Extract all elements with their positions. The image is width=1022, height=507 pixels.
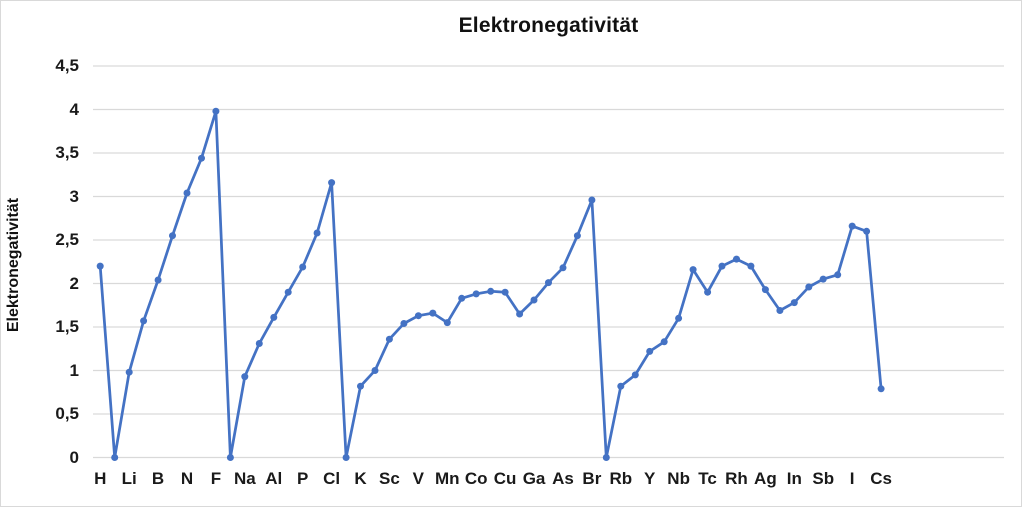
y-tick-label: 0,5	[55, 404, 79, 423]
data-point-Nb	[675, 314, 683, 322]
data-point-Xe	[863, 227, 871, 235]
data-point-Cd	[776, 307, 784, 314]
data-point-Co	[472, 290, 480, 298]
data-point-Cl	[328, 179, 336, 187]
x-tick-label: Tc	[698, 469, 717, 488]
data-point-Pd	[747, 262, 755, 270]
data-point-K	[357, 382, 364, 390]
data-point-Ga	[530, 296, 538, 304]
x-tick-label: V	[412, 469, 425, 488]
data-point-Na	[241, 373, 249, 381]
data-point-Zr	[660, 338, 668, 346]
data-point-Mn	[443, 319, 451, 327]
x-tick-label: H	[94, 469, 107, 488]
x-tick-label: B	[151, 469, 165, 488]
x-tick-label: Cl	[323, 469, 341, 488]
x-tick-label: F	[210, 469, 222, 488]
y-tick-label: 2	[69, 273, 79, 293]
chart-title: Elektronegativität	[458, 14, 639, 37]
data-point-Zn	[516, 310, 524, 318]
data-point-Cs	[877, 385, 885, 393]
data-point-As	[559, 264, 567, 272]
x-tick-label: Sc	[379, 469, 400, 488]
data-point-Tc	[704, 288, 712, 296]
data-point-Te	[834, 271, 842, 279]
x-tick-label: Ga	[522, 469, 546, 488]
data-point-Rb	[617, 382, 625, 390]
data-point-Ag	[761, 286, 769, 294]
x-tick-label: K	[354, 469, 367, 488]
data-point-Se	[573, 232, 581, 240]
data-point-Sr	[631, 371, 639, 379]
x-tick-label: Cs	[870, 469, 892, 488]
y-tick-label: 3,5	[55, 143, 79, 162]
y-tick-label: 4	[69, 99, 79, 119]
x-tick-label: Ag	[754, 469, 777, 488]
y-tick-label: 4,5	[55, 56, 79, 75]
data-point-Ne	[226, 454, 234, 461]
data-point-I	[848, 222, 856, 230]
data-line	[98, 109, 883, 459]
data-point-S	[313, 229, 321, 237]
data-point-Cu	[501, 288, 509, 296]
x-tick-label: Sb	[812, 469, 835, 488]
x-tick-label: Nb	[667, 469, 690, 488]
data-point-In	[790, 299, 798, 307]
data-point-Sc	[385, 335, 393, 343]
x-tick-label: As	[552, 469, 574, 488]
data-point-Br	[588, 196, 596, 204]
x-tick-label: Mn	[434, 469, 460, 488]
y-tick-label: 1	[69, 360, 79, 380]
x-tick-label: Co	[464, 469, 488, 488]
data-point-Si	[284, 288, 292, 296]
y-tick-label: 3	[69, 186, 79, 206]
data-point-F	[212, 107, 220, 115]
data-point-Ca	[371, 367, 379, 374]
data-point-He	[111, 454, 119, 461]
data-point-P	[299, 263, 307, 271]
data-point-Ni	[487, 287, 495, 295]
data-point-Be	[140, 317, 148, 325]
data-point-H	[96, 262, 104, 270]
x-tick-label: Rh	[725, 469, 748, 488]
data-point-Fe	[458, 294, 466, 302]
data-point-Li	[125, 368, 133, 376]
x-tick-label: Y	[644, 469, 656, 488]
data-point-Sb	[819, 275, 827, 283]
data-point-Mg	[255, 340, 263, 347]
x-tick-label: Cu	[493, 469, 517, 488]
x-tick-label: P	[297, 469, 309, 488]
x-tick-label: N	[180, 469, 194, 488]
x-tick-label: In	[786, 469, 802, 488]
x-tick-label: Na	[233, 469, 256, 488]
data-point-Mo	[689, 266, 697, 274]
x-tick-label: Br	[582, 469, 602, 488]
data-point-Ge	[545, 279, 552, 287]
data-point-Ru	[718, 262, 726, 270]
data-point-N	[183, 189, 191, 197]
data-point-Rh	[733, 255, 740, 263]
data-point-C	[169, 232, 176, 240]
data-point-B	[154, 276, 162, 284]
data-point-V	[414, 312, 422, 320]
x-tick-label: Rb	[609, 469, 633, 488]
y-tick-label: 0	[69, 447, 79, 467]
data-point-Cr	[429, 309, 437, 317]
data-point-Sn	[805, 283, 813, 291]
y-tick-label: 1,5	[55, 317, 79, 336]
data-point-Ar	[342, 454, 350, 461]
data-point-Kr	[602, 454, 610, 461]
x-tick-label: I	[849, 469, 855, 488]
x-tick-label: Al	[265, 469, 283, 488]
data-point-Ti	[400, 320, 408, 327]
data-point-Al	[270, 313, 278, 321]
y-tick-label: 2,5	[55, 230, 79, 249]
x-tick-label: Li	[121, 469, 137, 488]
data-point-Y	[646, 347, 654, 355]
data-point-O	[198, 154, 205, 162]
